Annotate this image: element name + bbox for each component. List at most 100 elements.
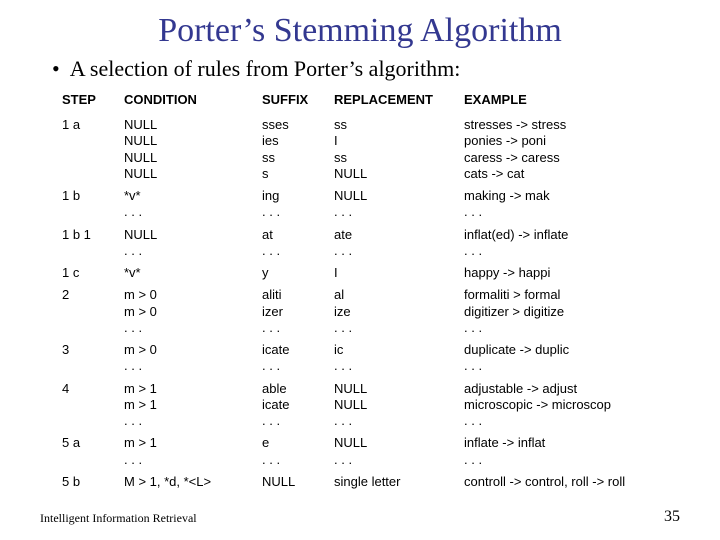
cell-ex: . . .: [464, 452, 664, 468]
cell-cond: . . .: [124, 243, 262, 259]
cell-suf: at: [262, 227, 334, 243]
cell-cond: NULL: [124, 166, 262, 182]
cell-step: [62, 166, 124, 182]
cell-cond: m > 0: [124, 287, 262, 303]
cell-step: [62, 243, 124, 259]
table-row: 1 b 1NULLatateinflat(ed) -> inflate: [62, 227, 664, 243]
cell-ex: digitizer > digitize: [464, 304, 664, 320]
cell-step: 5 a: [62, 435, 124, 451]
cell-ex: ponies -> poni: [464, 133, 664, 149]
cell-ex: . . .: [464, 204, 664, 220]
cell-cond: . . .: [124, 452, 262, 468]
cell-rep: NULL: [334, 166, 464, 182]
table-row: m > 1icateNULLmicroscopic -> microscop: [62, 397, 664, 413]
table-row: NULLiesIponies -> poni: [62, 133, 664, 149]
cell-suf: icate: [262, 397, 334, 413]
cell-suf: able: [262, 381, 334, 397]
cell-step: [62, 358, 124, 374]
cell-rep: . . .: [334, 243, 464, 259]
cell-cond: NULL: [124, 227, 262, 243]
table-row: 2m > 0alitialformaliti > formal: [62, 287, 664, 303]
cell-rep: . . .: [334, 358, 464, 374]
cell-ex: adjustable -> adjust: [464, 381, 664, 397]
cell-ex: controll -> control, roll -> roll: [464, 474, 664, 490]
cell-rep: ize: [334, 304, 464, 320]
cell-cond: . . .: [124, 204, 262, 220]
table-row: 5 bM > 1, *d, *<L>NULLsingle lettercontr…: [62, 474, 664, 490]
cell-ex: . . .: [464, 243, 664, 259]
cell-suf: NULL: [262, 474, 334, 490]
cell-rep: ss: [334, 150, 464, 166]
cell-step: [62, 413, 124, 429]
cell-rep: ic: [334, 342, 464, 358]
cell-step: [62, 320, 124, 336]
cell-ex: stresses -> stress: [464, 117, 664, 133]
cell-suf: ing: [262, 188, 334, 204]
cell-rep: ate: [334, 227, 464, 243]
cell-cond: *v*: [124, 265, 262, 281]
cell-ex: happy -> happi: [464, 265, 664, 281]
cell-suf: sses: [262, 117, 334, 133]
table-row: . . .. . .. . .. . .: [62, 243, 664, 259]
cell-rep: . . .: [334, 413, 464, 429]
cell-suf: izer: [262, 304, 334, 320]
table-row: . . .. . .. . .. . .: [62, 413, 664, 429]
cell-rep: I: [334, 133, 464, 149]
cell-cond: NULL: [124, 133, 262, 149]
cell-rep: al: [334, 287, 464, 303]
cell-step: 1 a: [62, 117, 124, 133]
table-header-row: STEP CONDITION SUFFIX REPLACEMENT EXAMPL…: [62, 92, 664, 117]
slide: Porter’s Stemming Algorithm •A selection…: [0, 0, 720, 540]
cell-ex: microscopic -> microscop: [464, 397, 664, 413]
page-number: 35: [664, 508, 680, 526]
table-row: 1 c*v*yIhappy -> happi: [62, 265, 664, 281]
cell-suf: . . .: [262, 358, 334, 374]
col-condition: CONDITION: [124, 92, 262, 117]
col-suffix: SUFFIX: [262, 92, 334, 117]
cell-rep: ss: [334, 117, 464, 133]
cell-cond: . . .: [124, 413, 262, 429]
cell-suf: y: [262, 265, 334, 281]
cell-ex: . . .: [464, 413, 664, 429]
cell-suf: . . .: [262, 243, 334, 259]
cell-step: 4: [62, 381, 124, 397]
table-row: 5 am > 1eNULLinflate -> inflat: [62, 435, 664, 451]
subtitle-text: A selection of rules from Porter’s algor…: [70, 56, 461, 81]
table-row: 1 b*v*ingNULLmaking -> mak: [62, 188, 664, 204]
cell-step: [62, 452, 124, 468]
cell-rep: . . .: [334, 204, 464, 220]
cell-suf: ss: [262, 150, 334, 166]
cell-cond: . . .: [124, 320, 262, 336]
table-row: NULLsNULLcats -> cat: [62, 166, 664, 182]
table-row: . . .. . .. . .. . .: [62, 320, 664, 336]
cell-step: [62, 397, 124, 413]
cell-suf: . . .: [262, 320, 334, 336]
cell-step: [62, 304, 124, 320]
cell-ex: caress -> caress: [464, 150, 664, 166]
cell-ex: inflate -> inflat: [464, 435, 664, 451]
cell-cond: m > 0: [124, 342, 262, 358]
cell-step: 3: [62, 342, 124, 358]
cell-rep: single letter: [334, 474, 464, 490]
cell-suf: . . .: [262, 413, 334, 429]
table-row: 3m > 0icateicduplicate -> duplic: [62, 342, 664, 358]
cell-rep: I: [334, 265, 464, 281]
cell-suf: e: [262, 435, 334, 451]
col-replacement: REPLACEMENT: [334, 92, 464, 117]
cell-step: 1 b 1: [62, 227, 124, 243]
cell-rep: NULL: [334, 188, 464, 204]
cell-rep: . . .: [334, 320, 464, 336]
cell-ex: cats -> cat: [464, 166, 664, 182]
cell-ex: . . .: [464, 320, 664, 336]
cell-cond: *v*: [124, 188, 262, 204]
cell-step: 2: [62, 287, 124, 303]
cell-step: 1 b: [62, 188, 124, 204]
col-step: STEP: [62, 92, 124, 117]
cell-step: 5 b: [62, 474, 124, 490]
table-row: 4m > 1ableNULLadjustable -> adjust: [62, 381, 664, 397]
cell-cond: m > 0: [124, 304, 262, 320]
cell-suf: s: [262, 166, 334, 182]
table-row: . . .. . .. . .. . .: [62, 358, 664, 374]
subtitle-row: •A selection of rules from Porter’s algo…: [52, 56, 680, 82]
cell-step: [62, 133, 124, 149]
